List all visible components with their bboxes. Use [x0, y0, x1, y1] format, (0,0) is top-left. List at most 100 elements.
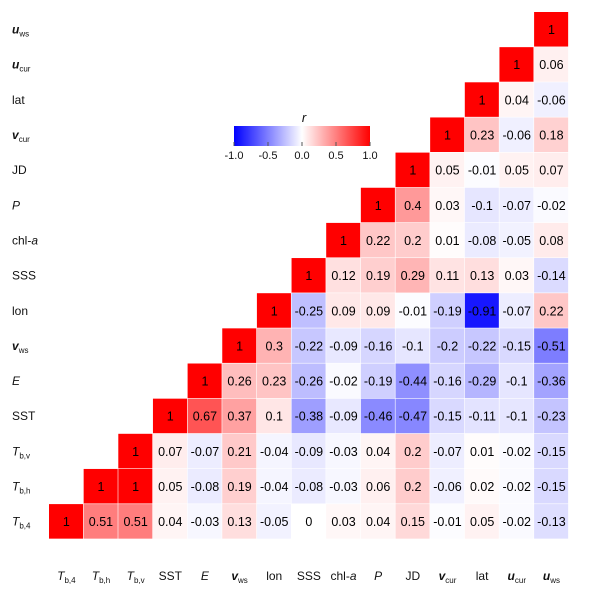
cell-value-label: 0.04 — [366, 515, 390, 529]
cell-value-label: 0.04 — [505, 93, 529, 107]
x-tick-label: lat — [476, 569, 489, 583]
x-tick-label: uws — [543, 569, 560, 585]
heatmap-cell — [534, 468, 569, 504]
heatmap-cell — [430, 187, 465, 223]
heatmap-cell — [222, 328, 257, 363]
heatmap-cell — [499, 258, 534, 293]
cell-value-label: 1 — [98, 480, 105, 494]
heatmap-cell — [222, 398, 257, 434]
heatmap-cell — [291, 258, 326, 293]
heatmap-cell — [430, 468, 465, 504]
heatmap-cell — [291, 468, 326, 504]
y-tick-label: Tb,4 — [12, 515, 31, 531]
cell-value-label: 0.13 — [227, 515, 251, 529]
x-tick-label: Tb,4 — [57, 569, 76, 585]
y-tick-label: lon — [12, 304, 28, 318]
heatmap-cell — [152, 468, 187, 504]
heatmap-cell — [326, 504, 361, 539]
heatmap-cell — [152, 398, 187, 434]
heatmap-cell — [464, 117, 499, 152]
x-tick-label: vcur — [439, 569, 457, 585]
cell-value-label: 0.11 — [436, 269, 459, 283]
y-tick-label: vcur — [12, 128, 30, 144]
cell-value-label: 1 — [236, 339, 243, 353]
cell-value-label: -0.36 — [537, 375, 566, 389]
heatmap-cell — [118, 504, 153, 539]
cell-value-label: 0.51 — [89, 515, 113, 529]
cell-value-label: -0.03 — [329, 445, 358, 459]
cell-value-label: 0.01 — [470, 445, 494, 459]
cell-value-label: 0.06 — [366, 480, 390, 494]
heatmap-cell — [430, 328, 465, 363]
cell-value-label: -0.13 — [537, 515, 566, 529]
heatmap-cell — [256, 504, 291, 539]
x-tick-label: Tb,h — [92, 569, 110, 585]
cell-value-label: -0.26 — [295, 375, 324, 389]
cell-value-label: 0.03 — [435, 199, 459, 213]
colorbar-tick-label: -0.5 — [259, 150, 278, 162]
heatmap-cell — [534, 187, 569, 223]
cell-value-label: -0.02 — [503, 480, 532, 494]
cell-value-label: -0.01 — [433, 515, 462, 529]
cell-value-label: 0.05 — [505, 164, 529, 178]
heatmap-cell — [499, 504, 534, 539]
heatmap-cell — [534, 82, 569, 117]
heatmap-cell — [464, 222, 499, 258]
heatmap-cell — [360, 222, 395, 258]
cell-value-label: 1 — [305, 269, 312, 283]
cell-value-label: -0.1 — [506, 410, 528, 424]
cell-value-label: -0.02 — [537, 199, 566, 213]
y-tick-label: P — [12, 198, 20, 212]
cell-value-label: 0.06 — [539, 58, 563, 72]
cell-value-label: -0.15 — [503, 339, 532, 353]
heatmap-cell — [499, 82, 534, 117]
heatmap-cell — [499, 293, 534, 328]
heatmap-cell — [395, 152, 430, 188]
heatmap-cell — [395, 258, 430, 293]
heatmap-cell — [291, 433, 326, 469]
cell-value-label: -0.08 — [191, 480, 220, 494]
x-tick-label: lon — [266, 569, 282, 583]
cell-value-label: 0.07 — [539, 164, 563, 178]
heatmap-cell — [187, 398, 222, 434]
heatmap-cell — [326, 258, 361, 293]
y-tick-label: SSS — [12, 269, 36, 283]
heatmap-cell — [464, 328, 499, 363]
heatmap-cell — [360, 293, 395, 328]
cell-value-label: -0.15 — [433, 410, 462, 424]
cell-value-label: 1 — [271, 304, 278, 318]
cell-value-label: -0.47 — [399, 410, 428, 424]
heatmap-cell — [395, 328, 430, 363]
cell-value-label: 0.15 — [401, 515, 425, 529]
heatmap-cell — [499, 433, 534, 469]
cell-value-label: -0.07 — [191, 445, 220, 459]
cell-value-label: -0.22 — [295, 339, 324, 353]
heatmap-cell — [430, 258, 465, 293]
cell-value-label: 0.03 — [331, 515, 355, 529]
heatmap-cell — [360, 398, 395, 434]
heatmap-cell — [83, 468, 118, 504]
cell-value-label: 0.05 — [158, 480, 182, 494]
x-tick-label: Tb,v — [127, 569, 145, 585]
cell-value-label: 0.05 — [470, 515, 494, 529]
cell-value-label: 0.02 — [470, 480, 494, 494]
cell-value-label: 0.12 — [331, 269, 355, 283]
heatmap-cell — [326, 222, 361, 258]
y-tick-label: uws — [12, 23, 29, 39]
cell-value-label: -0.1 — [402, 339, 424, 353]
cell-value-label: -0.19 — [364, 375, 393, 389]
cell-value-label: -0.01 — [399, 304, 428, 318]
x-tick-label: JD — [405, 569, 420, 583]
heatmap-cell — [430, 152, 465, 188]
heatmap-cell — [534, 293, 569, 328]
heatmap-cell — [187, 433, 222, 469]
heatmap-cell — [222, 433, 257, 469]
cell-value-label: 1 — [479, 93, 486, 107]
x-tick-label: vws — [231, 569, 247, 585]
colorbar-tick-label: 1.0 — [362, 150, 377, 162]
cell-value-label: 0.2 — [404, 234, 421, 248]
heatmap-cell — [499, 47, 534, 82]
heatmap-cell — [360, 504, 395, 539]
cell-value-label: -0.25 — [295, 304, 324, 318]
